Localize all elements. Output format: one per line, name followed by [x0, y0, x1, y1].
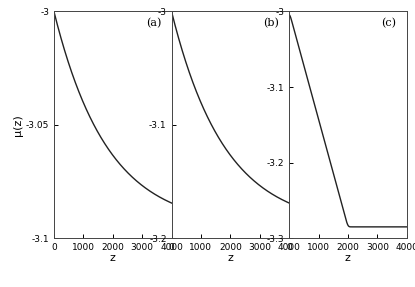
X-axis label: z: z [227, 253, 233, 263]
Text: (a): (a) [146, 18, 161, 29]
Y-axis label: μ(z): μ(z) [13, 114, 23, 136]
Text: (c): (c) [381, 18, 396, 29]
Text: (b): (b) [263, 18, 279, 29]
X-axis label: z: z [345, 253, 351, 263]
X-axis label: z: z [110, 253, 116, 263]
